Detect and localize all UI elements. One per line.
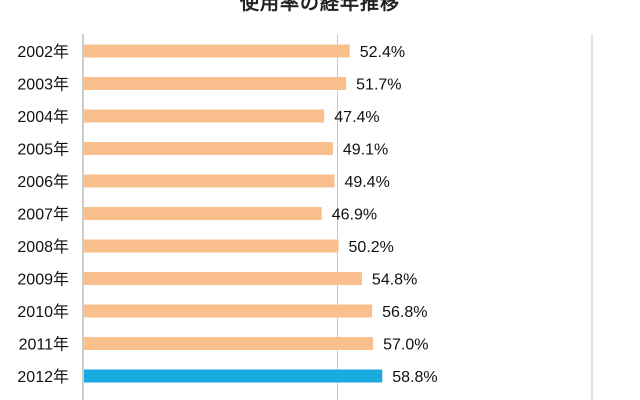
- category-label: 2006年: [17, 173, 69, 191]
- category-label: 2007年: [17, 206, 69, 224]
- value-label: 54.8%: [372, 272, 417, 289]
- category-label: 2002年: [17, 43, 69, 61]
- value-label: 57.0%: [383, 337, 428, 354]
- bar: [84, 272, 362, 285]
- bar: [84, 77, 347, 90]
- category-label: 2011年: [19, 336, 69, 354]
- category-label: 2004年: [17, 108, 69, 126]
- value-label: 49.1%: [343, 142, 388, 159]
- value-label: 56.8%: [382, 304, 427, 321]
- value-label: 52.4%: [360, 44, 405, 61]
- value-label: 51.7%: [356, 77, 401, 94]
- value-label: 58.8%: [392, 369, 437, 386]
- category-label: 2003年: [17, 76, 69, 94]
- bar: [84, 142, 333, 155]
- bar: [84, 304, 373, 318]
- chart-title: 使用率の経年推移: [239, 0, 400, 14]
- category-label: 2008年: [17, 238, 69, 256]
- bar: [84, 44, 350, 58]
- category-label: 2012年: [17, 368, 69, 386]
- value-label: 49.4%: [344, 174, 389, 191]
- bar: [84, 174, 335, 188]
- category-label: 2009年: [17, 271, 69, 289]
- bar: [84, 109, 325, 123]
- category-label: 2005年: [17, 141, 69, 159]
- value-label: 50.2%: [349, 239, 394, 256]
- bar: [84, 207, 322, 220]
- bar: [84, 337, 374, 350]
- bar: [84, 239, 339, 253]
- value-label: 46.9%: [332, 207, 377, 224]
- category-label: 2010年: [17, 303, 69, 321]
- value-label: 47.4%: [334, 109, 379, 126]
- bar: [84, 369, 383, 383]
